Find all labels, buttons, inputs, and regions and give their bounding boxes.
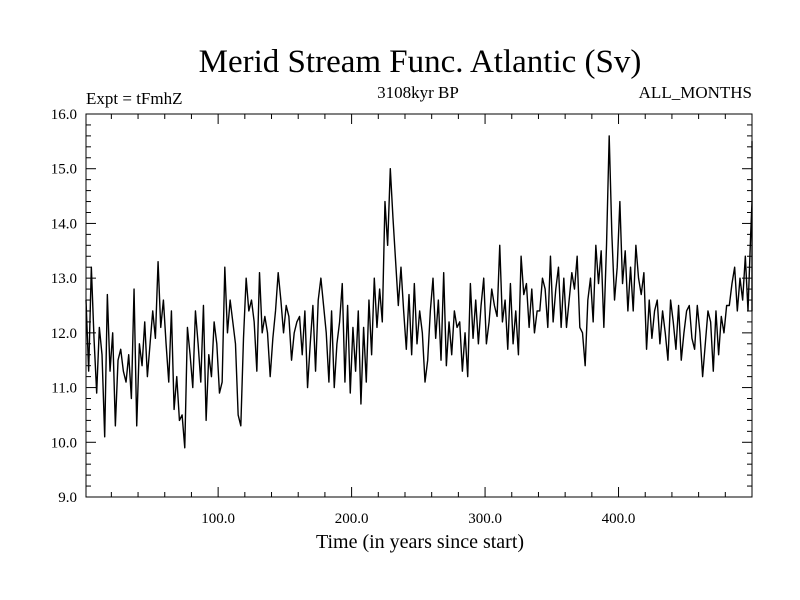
y-tick-label: 10.0 [51, 435, 77, 451]
x-axis-label: Time (in years since start) [316, 531, 524, 553]
x-tick-label: 100.0 [201, 511, 235, 527]
period-label: 3108kyr BP [377, 83, 459, 102]
y-tick-label: 14.0 [51, 216, 77, 232]
months-label: ALL_MONTHS [639, 83, 752, 102]
experiment-label: Expt = tFmhZ [86, 89, 182, 108]
y-tick-label: 9.0 [58, 490, 77, 506]
x-tick-label: 300.0 [468, 511, 502, 527]
y-tick-label: 15.0 [51, 162, 77, 178]
x-tick-label: 400.0 [602, 511, 636, 527]
chart-title: Merid Stream Func. Atlantic (Sv) [199, 44, 642, 80]
x-tick-label: 200.0 [335, 511, 369, 527]
y-tick-label: 11.0 [51, 381, 77, 397]
series-line [85, 135, 753, 449]
y-tick-label: 13.0 [51, 271, 77, 287]
plot-frame [85, 113, 753, 498]
plot-area [85, 135, 753, 449]
y-tick-label: 12.0 [51, 326, 77, 342]
y-tick-label: 16.0 [51, 107, 77, 123]
